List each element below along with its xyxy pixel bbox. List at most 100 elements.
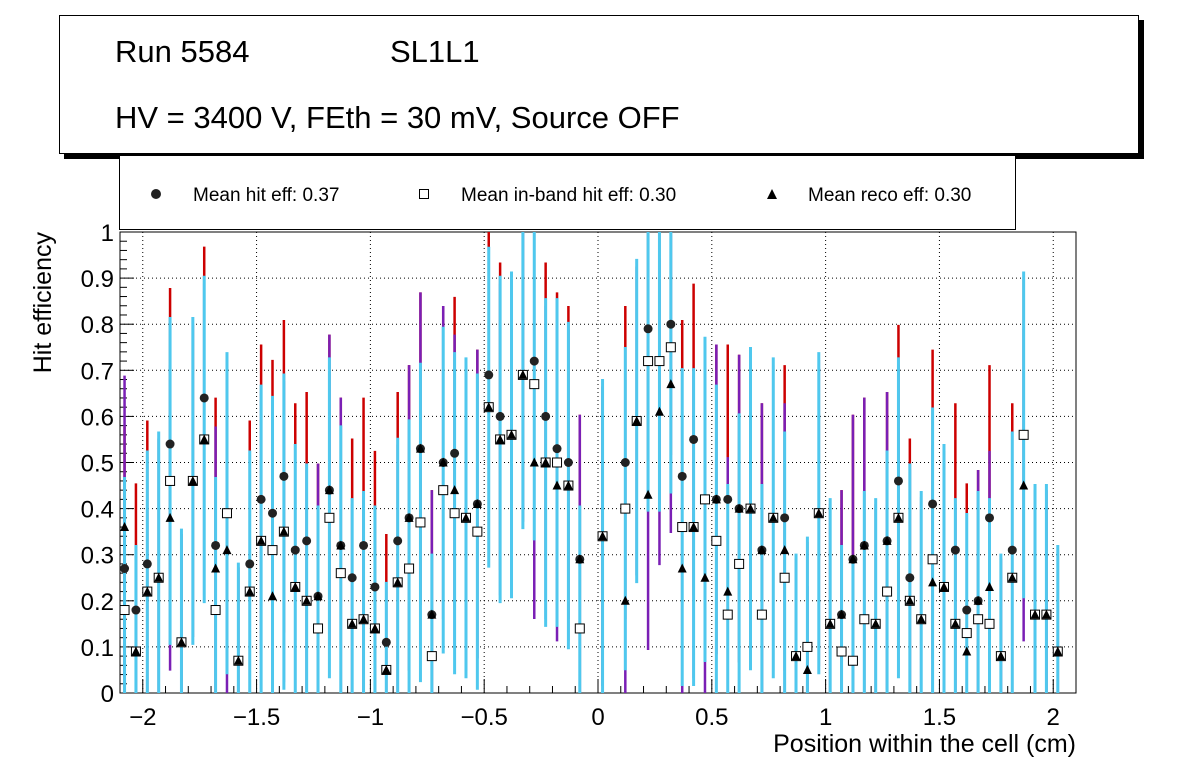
hit-eff-point — [643, 324, 653, 334]
reco-eff-point — [598, 531, 608, 541]
reco-eff-point — [529, 457, 539, 467]
inband-eff-point — [574, 623, 585, 634]
reco-eff-point — [711, 494, 721, 504]
hit-eff-point — [563, 458, 573, 467]
inband-eff-point — [677, 522, 688, 533]
inband-eff-point — [438, 485, 449, 496]
legend-inband-eff: Mean in-band hit eff: 0.30 — [461, 185, 676, 206]
reco-eff-point — [677, 563, 687, 573]
reco-eff-point — [620, 595, 630, 605]
inband-eff-point — [643, 356, 654, 367]
hit-eff-point — [165, 439, 175, 449]
reco-eff-point — [256, 535, 266, 545]
inband-eff-point — [711, 535, 722, 546]
hit-eff-point — [723, 494, 733, 504]
reco-eff-point — [746, 503, 756, 513]
hit-eff-point — [279, 471, 289, 481]
reco-eff-point — [882, 535, 892, 545]
hit-eff-point — [928, 499, 938, 509]
inband-eff-point — [802, 641, 813, 652]
layer-label: SL1L1 — [390, 34, 480, 69]
hit-eff-point — [131, 605, 141, 615]
inband-eff-point — [779, 572, 790, 583]
y-tick-label: 0.1 — [81, 635, 114, 662]
reco-eff-point — [962, 646, 972, 656]
hit-eff-point — [677, 471, 687, 481]
inband-eff-point — [415, 517, 426, 528]
reco-eff-point — [199, 434, 209, 444]
reco-eff-point — [415, 443, 425, 453]
y-tick-label: 1 — [101, 220, 114, 247]
y-tick-label: 0.4 — [81, 497, 114, 524]
reco-eff-point — [905, 595, 915, 605]
reco-eff-point — [1019, 480, 1029, 490]
reco-eff-point — [837, 609, 847, 619]
inband-eff-point — [449, 508, 460, 519]
reco-eff-point — [654, 406, 664, 416]
reco-eff-point — [211, 563, 221, 573]
reco-eff-point — [245, 586, 255, 596]
reco-eff-point — [939, 581, 949, 591]
reco-eff-point — [404, 512, 414, 522]
hit-eff-point — [199, 393, 209, 403]
y-tick-label: 0.8 — [81, 312, 114, 339]
hit-eff-point — [689, 434, 699, 444]
inband-eff-point — [221, 508, 232, 519]
y-tick-label: 0 — [101, 681, 114, 708]
hit-eff-point — [529, 356, 539, 366]
inband-eff-point — [313, 623, 324, 634]
grid-lines — [120, 231, 1076, 694]
reco-eff-point — [279, 526, 289, 536]
x-tick-label: −2 — [129, 704, 156, 731]
reco-eff-point — [507, 429, 517, 439]
reco-eff-point — [461, 512, 471, 522]
reco-eff-point — [985, 581, 995, 591]
hit-eff-point — [484, 370, 494, 380]
reco-eff-point — [950, 618, 960, 628]
y-tick-label: 0.3 — [81, 543, 114, 570]
inband-eff-point — [119, 605, 130, 616]
reco-eff-point — [632, 416, 642, 426]
legend-box — [119, 155, 1016, 230]
reco-eff-point — [973, 595, 983, 605]
reco-eff-point — [848, 554, 858, 564]
inband-eff-point — [426, 651, 437, 662]
reco-eff-point — [871, 618, 881, 628]
inband-eff-point — [324, 512, 335, 523]
hit-eff-point — [893, 476, 903, 486]
inband-eff-point — [699, 494, 710, 505]
hit-eff-point — [620, 458, 630, 467]
inband-eff-point — [620, 503, 631, 514]
data-markers — [119, 319, 1063, 675]
reco-eff-point — [324, 485, 334, 495]
reco-eff-point — [643, 489, 653, 499]
hit-eff-point — [962, 605, 972, 615]
legend-square-marker — [419, 189, 429, 199]
inband-eff-point — [529, 379, 540, 390]
x-tick-label: −1.5 — [233, 704, 280, 731]
inband-eff-point — [665, 342, 676, 353]
hit-eff-point — [552, 444, 562, 454]
reco-eff-point — [768, 512, 778, 522]
hit-eff-point — [495, 411, 505, 421]
inband-eff-point — [859, 614, 870, 625]
hit-eff-point — [359, 540, 369, 550]
reco-eff-point — [120, 522, 130, 532]
x-tick-label: 2 — [1047, 704, 1060, 731]
hit-eff-point — [666, 319, 676, 329]
inband-eff-point — [210, 605, 221, 616]
reco-eff-point — [131, 646, 141, 656]
reco-eff-point — [233, 655, 243, 665]
inband-eff-point — [882, 586, 893, 597]
inband-eff-point — [335, 568, 346, 579]
x-tick-label: 0.5 — [695, 704, 728, 731]
reco-eff-point — [825, 618, 835, 628]
inband-eff-point — [734, 558, 745, 569]
reco-eff-point — [176, 637, 186, 647]
reco-eff-point — [142, 586, 152, 596]
inband-eff-point — [404, 563, 415, 574]
legend-reco-eff: Mean reco eff: 0.30 — [808, 185, 971, 206]
reco-eff-point — [916, 614, 926, 624]
reco-eff-point — [552, 480, 562, 490]
inband-eff-point — [836, 646, 847, 657]
